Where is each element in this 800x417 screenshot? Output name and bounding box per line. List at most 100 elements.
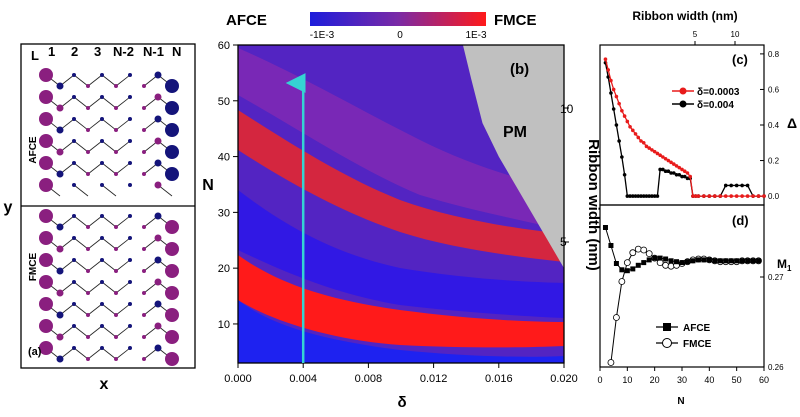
c-point <box>658 167 662 172</box>
lattice-atom <box>165 330 179 344</box>
lattice-atom <box>39 178 53 192</box>
c-point <box>669 171 673 175</box>
d-point-afce <box>706 257 712 263</box>
c-point <box>672 171 676 175</box>
lattice-atom <box>128 346 132 350</box>
lattice-bond <box>101 118 117 131</box>
lattice-atom <box>86 84 90 88</box>
c-point <box>650 194 654 198</box>
c-y-tick-label: 0.8 <box>768 50 780 59</box>
lattice-bond <box>87 96 103 109</box>
c-point <box>713 194 717 198</box>
lattice-atom <box>142 128 146 132</box>
y-tick-label: 20 <box>218 263 230 275</box>
lattice-atom <box>154 212 162 220</box>
panel-b-ylabel: N <box>202 177 214 194</box>
lattice-atom <box>86 128 90 132</box>
lattice-bond <box>101 237 117 250</box>
c-point <box>631 194 635 198</box>
lattice-atom <box>100 324 104 328</box>
c-point <box>639 139 643 143</box>
lattice-atom <box>72 95 76 99</box>
d-point-afce <box>684 259 690 265</box>
lattice-bond <box>101 96 117 109</box>
d-point-fmce <box>645 250 653 258</box>
lattice-afce <box>39 68 179 197</box>
lattice-bond <box>115 96 131 109</box>
c-y-tick-label: 0.6 <box>768 85 780 94</box>
panel-d-frame <box>599 204 765 368</box>
c-point <box>633 132 638 136</box>
lattice-bond <box>115 347 131 360</box>
panel-d-ylabel-sub: 1 <box>787 264 792 273</box>
d-point-afce <box>723 258 729 264</box>
d-point-afce <box>608 243 614 248</box>
d-point-fmce <box>629 249 637 257</box>
y-tick-label: 30 <box>218 207 230 219</box>
c-point <box>734 194 739 198</box>
c-point <box>688 174 692 179</box>
col-label-l: L <box>31 48 39 63</box>
lattice-atom <box>165 167 179 181</box>
panel-c-frame <box>599 44 765 206</box>
c-point <box>644 194 649 198</box>
lattice-bond <box>115 259 131 272</box>
c-point <box>663 156 668 161</box>
lattice-bond <box>73 215 89 228</box>
c-point <box>622 172 627 177</box>
lattice-bond <box>101 347 117 360</box>
lattice-atom <box>100 214 104 218</box>
lattice-bond <box>73 303 89 316</box>
c-point <box>691 194 695 198</box>
lattice-atom <box>100 258 104 262</box>
lattice-atom <box>142 247 146 251</box>
d-point-afce <box>679 260 685 266</box>
lattice-atom <box>39 134 53 148</box>
legend-label-afce: AFCE <box>683 323 711 334</box>
lattice-atom <box>86 269 90 273</box>
lattice-atom <box>86 172 90 176</box>
c-point <box>666 169 671 174</box>
lattice-bond <box>115 162 131 175</box>
lattice-atom <box>114 84 118 88</box>
lattice-atom <box>86 313 90 317</box>
lattice-atom <box>100 183 104 187</box>
panel-d: 0 10 20 30 40 50 60 0.26 0.27 (d) M1 N AFCE FMCE <box>597 204 792 407</box>
d-point-afce <box>663 256 669 262</box>
c-point <box>617 139 621 143</box>
lattice-atom <box>114 247 118 251</box>
lattice-atom <box>114 150 118 154</box>
lattice-bond <box>101 74 117 87</box>
lattice-bond <box>87 281 103 294</box>
lattice-atom <box>56 355 64 363</box>
c-point <box>641 194 646 198</box>
lattice-bond <box>73 118 89 131</box>
c-point <box>622 114 627 118</box>
lattice-atom <box>142 84 146 88</box>
lattice-atom <box>154 234 162 242</box>
colorbar-tick-min: -1E-3 <box>310 30 335 41</box>
c-point <box>636 135 641 140</box>
col-label-n: N <box>172 44 181 59</box>
lattice-atom <box>72 161 76 165</box>
lattice-atom <box>56 289 64 297</box>
lattice-atom <box>72 236 76 240</box>
panel-b-xlabel: δ <box>397 394 406 411</box>
panel-d-plot: 0 10 20 30 40 50 60 0.26 0.27 <box>597 225 784 385</box>
lattice-bond <box>101 215 117 228</box>
lattice-bond <box>115 237 131 250</box>
x-tick-label: 0.020 <box>550 373 578 385</box>
lattice-atom <box>86 357 90 361</box>
legend-label-delta-004: δ=0.004 <box>697 100 734 111</box>
lattice-bond <box>115 281 131 294</box>
lattice-atom <box>128 258 132 262</box>
c-point <box>647 194 651 198</box>
d-point-afce <box>717 258 723 264</box>
lattice-atom <box>39 275 53 289</box>
d-point-afce <box>619 267 625 273</box>
lattice-bond <box>87 118 103 131</box>
d-point-afce <box>657 255 663 261</box>
lattice-atom <box>56 311 64 319</box>
d-point-afce <box>624 268 630 274</box>
d-point-afce <box>750 258 756 264</box>
